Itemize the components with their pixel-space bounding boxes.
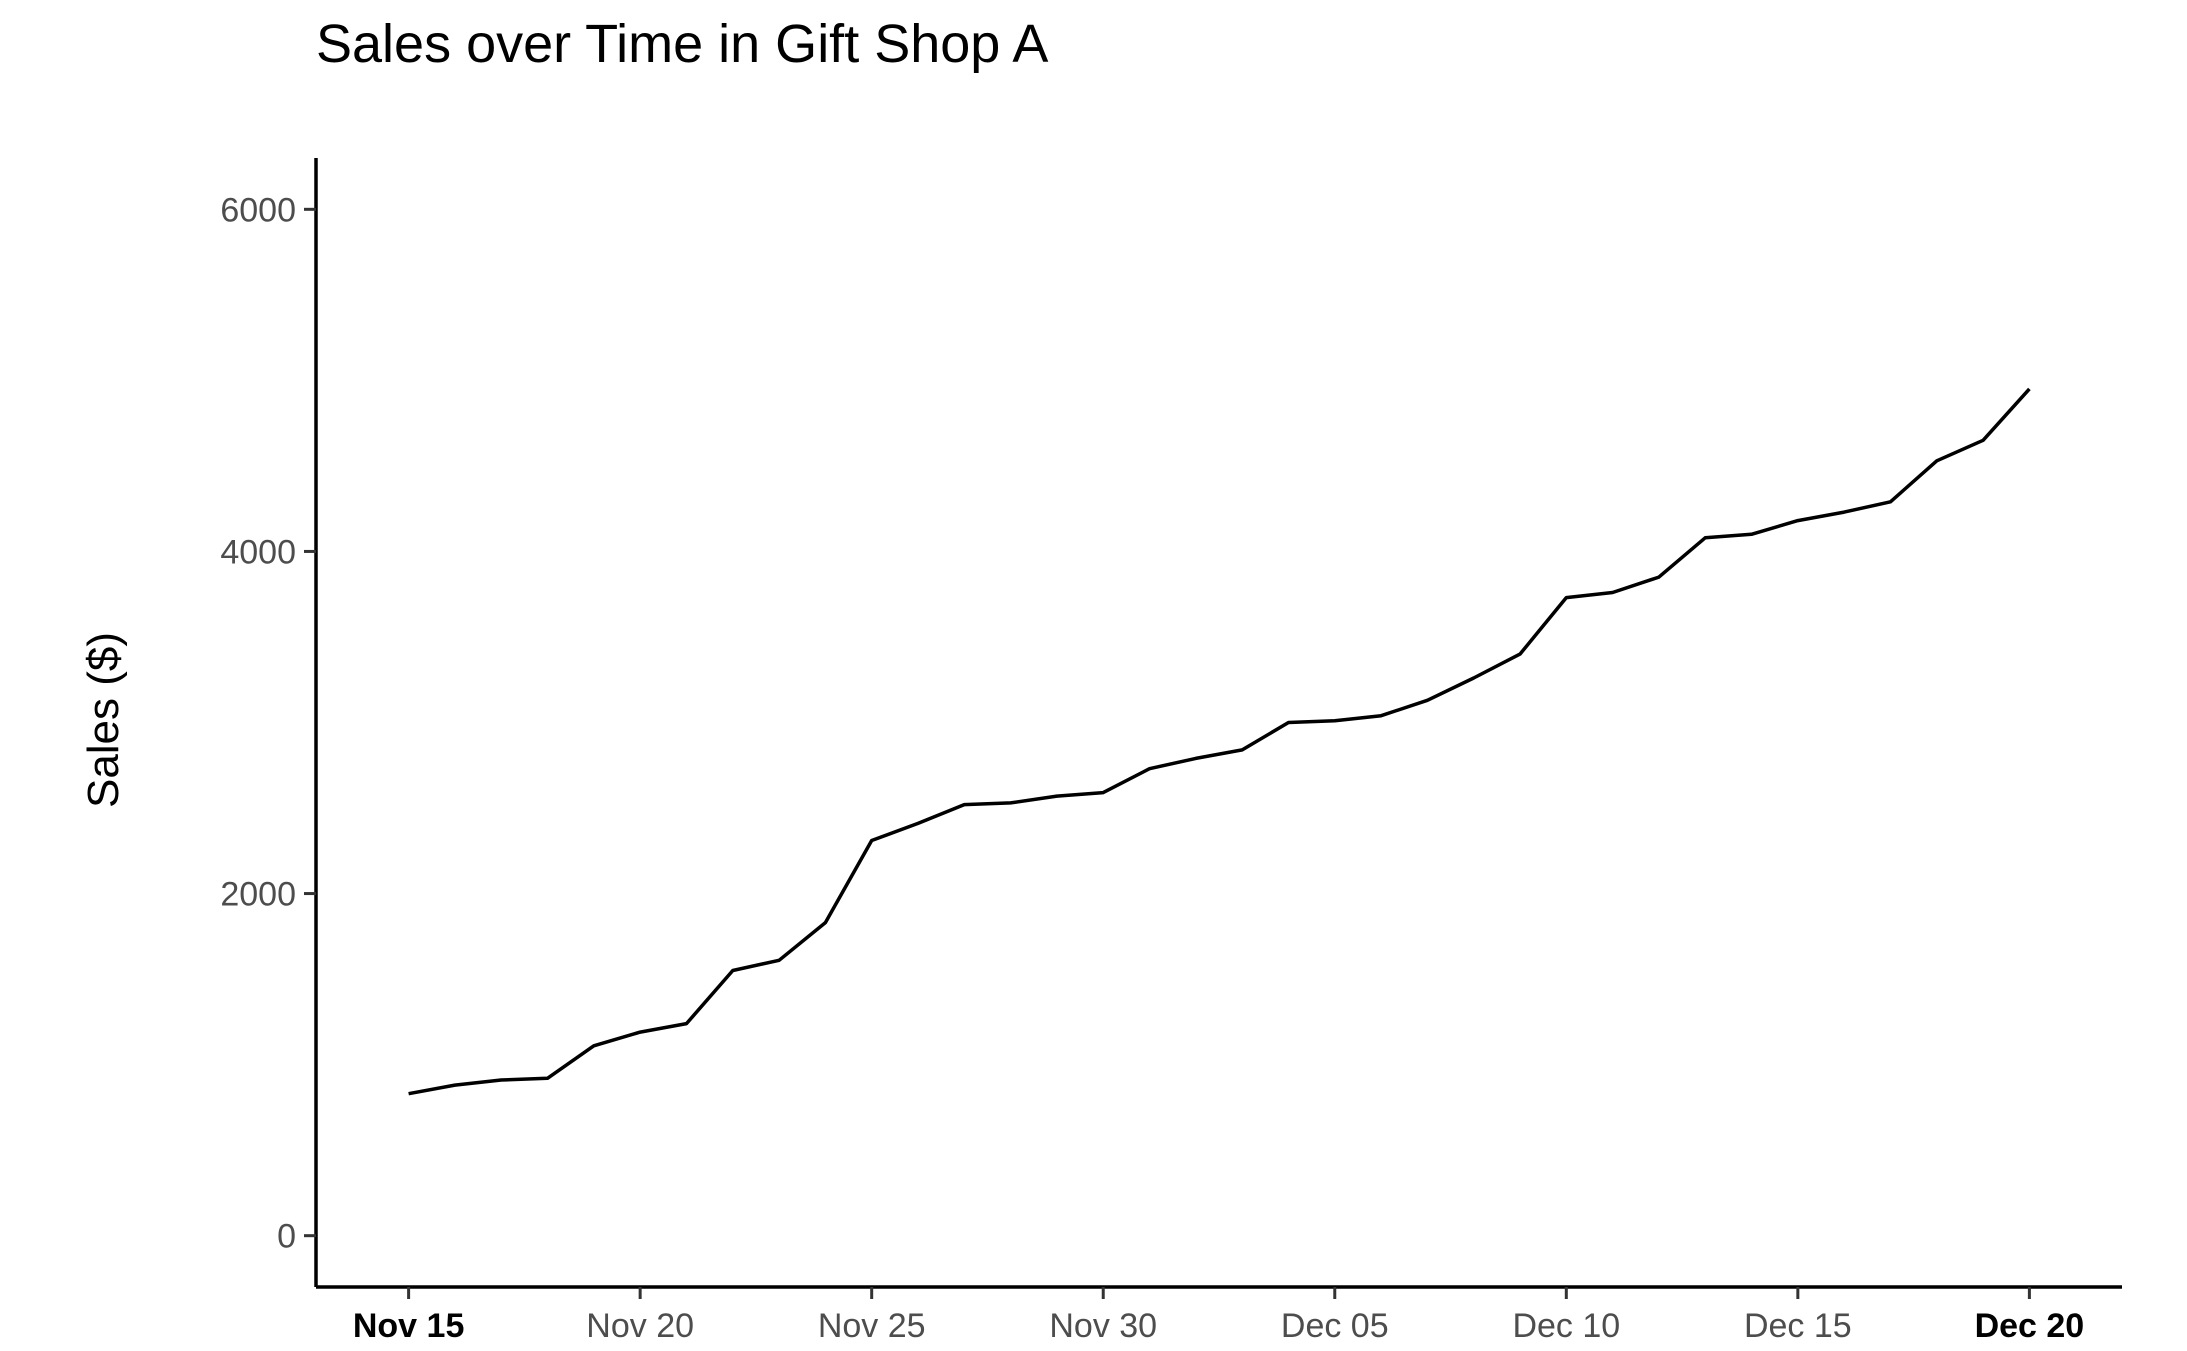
y-tick-label: 0 (277, 1218, 296, 1256)
x-tick-label: Nov 25 (818, 1307, 926, 1345)
x-tick-label: Nov 30 (1049, 1307, 1157, 1345)
x-tick-label: Dec 15 (1744, 1307, 1852, 1345)
series-group (408, 387, 2031, 1096)
y-axis-label: Sales ($) (79, 632, 128, 808)
x-tick-label: Dec 20 (1975, 1307, 2085, 1345)
x-tick-label: Dec 10 (1512, 1307, 1620, 1345)
chart-title: Sales over Time in Gift Shop A (316, 14, 1048, 74)
y-tick-label: 4000 (220, 533, 296, 571)
x-tick-label: Nov 20 (586, 1307, 694, 1345)
y-tick-label: 6000 (220, 191, 296, 229)
x-tick-label: Dec 05 (1281, 1307, 1389, 1345)
y-axis: 0 2000 4000 6000 (220, 158, 318, 1287)
x-axis: Nov 15 Nov 20 Nov 25 Nov 30 Dec 05 Dec 10 Dec … (316, 1285, 2122, 1345)
y-tick-label: 2000 (220, 876, 296, 914)
sales-series-line (408, 387, 2031, 1096)
x-tick-label: Nov 15 (353, 1307, 465, 1345)
